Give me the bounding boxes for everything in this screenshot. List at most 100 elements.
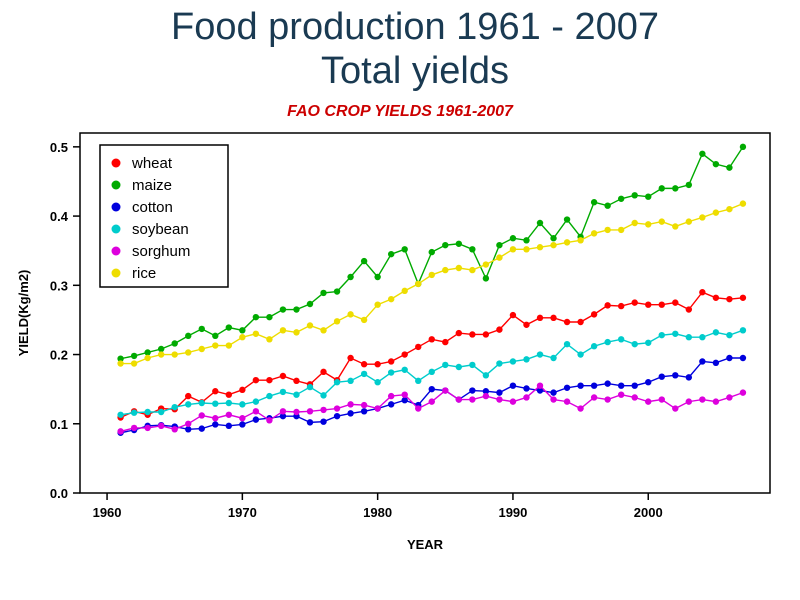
series-point-wheat (293, 378, 299, 384)
series-point-wheat (713, 295, 719, 301)
series-point-sorghum (442, 388, 448, 394)
series-point-rice (726, 206, 732, 212)
series-point-maize (158, 346, 164, 352)
series-point-rice (131, 361, 137, 367)
series-point-wheat (361, 361, 367, 367)
series-point-wheat (402, 352, 408, 358)
series-point-sorghum (388, 393, 394, 399)
series-point-sorghum (537, 383, 543, 389)
crop-yield-chart: 196019701980199020000.00.10.20.30.40.5YE… (10, 123, 790, 573)
series-point-rice (645, 222, 651, 228)
series-point-rice (713, 210, 719, 216)
series-point-cotton (510, 383, 516, 389)
chart-title: FAO CROP YIELDS 1961-2007 (0, 103, 800, 121)
series-point-rice (659, 219, 665, 225)
series-point-wheat (604, 303, 610, 309)
series-point-wheat (686, 307, 692, 313)
series-point-rice (523, 246, 529, 252)
series-point-sorghum (117, 429, 123, 435)
series-point-maize (510, 235, 516, 241)
series-point-cotton (388, 402, 394, 408)
series-point-rice (334, 318, 340, 324)
series-point-maize (699, 151, 705, 157)
series-point-wheat (645, 302, 651, 308)
series-point-wheat (456, 330, 462, 336)
series-point-wheat (618, 303, 624, 309)
series-point-rice (239, 334, 245, 340)
series-point-sorghum (564, 399, 570, 405)
series-point-soybean (307, 384, 313, 390)
series-point-sorghum (293, 409, 299, 415)
series-point-soybean (253, 399, 259, 405)
series-point-cotton (564, 385, 570, 391)
series-point-soybean (618, 336, 624, 342)
series-point-wheat (550, 315, 556, 321)
series-point-sorghum (429, 399, 435, 405)
series-point-cotton (226, 423, 232, 429)
series-point-wheat (537, 315, 543, 321)
series-point-rice (253, 331, 259, 337)
legend-label-wheat: wheat (131, 155, 173, 172)
legend-label-maize: maize (132, 177, 172, 194)
series-point-maize (550, 235, 556, 241)
series-point-wheat (388, 359, 394, 365)
series-point-sorghum (320, 407, 326, 413)
series-point-wheat (510, 312, 516, 318)
series-point-soybean (266, 393, 272, 399)
series-point-rice (550, 242, 556, 248)
series-point-rice (320, 327, 326, 333)
series-point-maize (713, 161, 719, 167)
series-point-cotton (199, 426, 205, 432)
series-point-sorghum (604, 397, 610, 403)
series-point-wheat (347, 355, 353, 361)
legend-label-sorghum: sorghum (132, 243, 190, 260)
series-point-maize (496, 242, 502, 248)
series-point-sorghum (672, 406, 678, 412)
y-tick-label: 0.1 (50, 417, 68, 432)
y-tick-label: 0.0 (50, 486, 68, 501)
series-point-maize (740, 144, 746, 150)
series-point-soybean (496, 361, 502, 367)
page-title: Food production 1961 - 2007 Total yields (30, 6, 800, 93)
series-point-cotton (699, 359, 705, 365)
series-point-rice (117, 361, 123, 367)
series-point-sorghum (469, 397, 475, 403)
series-point-cotton (307, 420, 313, 426)
series-point-cotton (469, 388, 475, 394)
series-point-wheat (320, 369, 326, 375)
series-point-rice (347, 312, 353, 318)
series-point-sorghum (347, 402, 353, 408)
series-point-soybean (239, 402, 245, 408)
series-point-wheat (374, 361, 380, 367)
series-point-rice (699, 215, 705, 221)
series-point-soybean (280, 389, 286, 395)
series-point-soybean (374, 379, 380, 385)
series-point-sorghum (699, 397, 705, 403)
series-point-rice (415, 281, 421, 287)
series-point-sorghum (402, 392, 408, 398)
series-point-maize (618, 196, 624, 202)
series-point-cotton (618, 383, 624, 389)
series-point-soybean (158, 409, 164, 415)
y-tick-label: 0.4 (50, 209, 69, 224)
series-point-sorghum (158, 423, 164, 429)
series-point-rice (496, 255, 502, 261)
series-point-cotton (496, 390, 502, 396)
series-point-soybean (591, 343, 597, 349)
chart-svg: 196019701980199020000.00.10.20.30.40.5YE… (10, 123, 790, 563)
series-point-maize (632, 192, 638, 198)
series-point-wheat (496, 327, 502, 333)
series-point-rice (293, 330, 299, 336)
series-point-soybean (537, 352, 543, 358)
series-point-maize (144, 350, 150, 356)
series-point-soybean (550, 355, 556, 361)
series-point-wheat (577, 319, 583, 325)
series-point-sorghum (510, 399, 516, 405)
series-point-rice (374, 302, 380, 308)
series-point-sorghum (483, 393, 489, 399)
series-point-sorghum (550, 397, 556, 403)
series-point-sorghum (726, 395, 732, 401)
series-point-soybean (226, 400, 232, 406)
x-tick-label: 1990 (498, 505, 527, 520)
series-point-rice (591, 231, 597, 237)
